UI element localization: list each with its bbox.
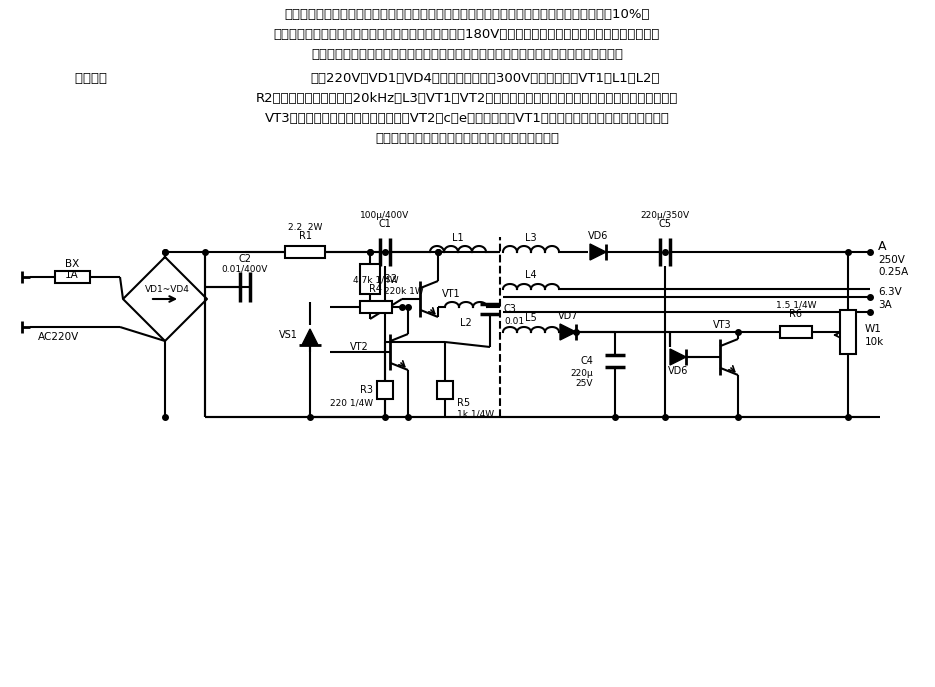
Text: W1: W1: [865, 324, 882, 334]
Text: 220 1/4W: 220 1/4W: [330, 398, 373, 407]
Text: VD1~VD4: VD1~VD4: [145, 284, 190, 293]
Text: VT3: VT3: [712, 320, 731, 330]
Text: VT1: VT1: [442, 289, 461, 299]
Text: L5: L5: [525, 313, 537, 323]
Polygon shape: [302, 329, 318, 345]
Bar: [285, 246, 325, 258]
Text: 1.5 1/4W: 1.5 1/4W: [776, 300, 816, 310]
Text: R4: R4: [369, 284, 382, 294]
Polygon shape: [590, 244, 606, 260]
Text: VD7: VD7: [558, 311, 578, 321]
Text: 电子管扩音机的电源采用铁心变压器，其输出电压随市电变化而变化。特别是灯丝电压，偏差10%就: 电子管扩音机的电源采用铁心变压器，其输出电压随市电变化而变化。特别是灯丝电压，偏…: [284, 8, 650, 21]
Text: C4: C4: [580, 356, 593, 366]
Text: 3A: 3A: [878, 300, 892, 310]
Text: R5: R5: [457, 398, 470, 408]
Text: BX: BX: [65, 259, 79, 269]
Bar: [840, 310, 856, 354]
Text: A: A: [878, 240, 886, 254]
Text: 2.2  2W: 2.2 2W: [288, 223, 323, 232]
Bar: [377, 381, 393, 399]
Polygon shape: [670, 349, 686, 365]
Text: L2: L2: [460, 318, 472, 328]
Text: L1: L1: [453, 233, 464, 243]
Text: 电路除能有效改善上述情况外，还设计了过流保护功能，提高了电路的实用性和可靠性。: 电路除能有效改善上述情况外，还设计了过流保护功能，提高了电路的实用性和可靠性。: [311, 49, 623, 62]
Text: C3: C3: [504, 304, 517, 314]
Bar: [360, 264, 380, 294]
Text: 会加速电子管老化。电网在用电高峰期电压常常会低于180V，这时用胆管放音，功率降低，失真增加。本: 会加速电子管老化。电网在用电高峰期电压常常会低于180V，这时用胆管放音，功率降…: [274, 28, 660, 41]
Text: VT3基极电位下降，集电极电流减小，VT2的c－e间电阻增大，VT1导通时间增长，输出电压回升。当某: VT3基极电位下降，集电极电流减小，VT2的c－e间电阻增大，VT1导通时间增长…: [265, 113, 669, 126]
Text: 220μ/350V: 220μ/350V: [640, 210, 690, 220]
Text: AC220V: AC220V: [38, 332, 79, 342]
Text: 10k: 10k: [865, 337, 885, 347]
Text: 1A: 1A: [65, 270, 79, 280]
Text: VD6: VD6: [668, 366, 688, 376]
Text: VD6: VD6: [588, 231, 608, 241]
Text: 100μ/400V: 100μ/400V: [360, 210, 410, 220]
Text: C1: C1: [379, 219, 392, 229]
Text: VT2: VT2: [350, 342, 368, 352]
Bar: [360, 301, 392, 313]
Text: L4: L4: [525, 270, 537, 280]
Text: C5: C5: [658, 219, 671, 229]
Text: 种原因使输出电压上升时，调整过程则与上述相反。: 种原因使输出电压上升时，调整过程则与上述相反。: [375, 133, 559, 146]
Text: C2: C2: [238, 254, 252, 264]
Text: 25V: 25V: [576, 379, 593, 387]
Text: 4.7k 1/4W: 4.7k 1/4W: [353, 275, 399, 284]
Bar: [55, 271, 90, 283]
Text: VS1: VS1: [280, 330, 298, 340]
Text: 250V: 250V: [878, 255, 905, 265]
Text: 0.01: 0.01: [504, 317, 525, 326]
Text: L3: L3: [525, 233, 537, 243]
Text: R2等组成振荡器，频率约20kHz。L3、VT1、VT2等组成脉宽调压电路。当某种原因使输出电压降低时，: R2等组成振荡器，频率约20kHz。L3、VT1、VT2等组成脉宽调压电路。当某…: [256, 93, 678, 106]
Text: 市电220V经VD1～VD4桥式整流滤波形成300V左右直流电。VT1、L1、L2、: 市电220V经VD1～VD4桥式整流滤波形成300V左右直流电。VT1、L1、L…: [310, 73, 659, 85]
Text: R3: R3: [360, 385, 373, 395]
Text: 220μ: 220μ: [570, 368, 593, 377]
Bar: [780, 326, 812, 338]
Text: 0.25A: 0.25A: [878, 267, 908, 277]
Text: R1: R1: [298, 231, 311, 241]
Text: 220k 1W: 220k 1W: [384, 286, 424, 295]
Text: R2: R2: [384, 274, 397, 284]
Text: 0.01/400V: 0.01/400V: [222, 264, 268, 273]
Text: 电路如图: 电路如图: [58, 73, 107, 85]
Text: R6: R6: [789, 309, 802, 319]
Bar: [437, 381, 453, 399]
Text: 1k 1/4W: 1k 1/4W: [457, 409, 494, 418]
Text: 6.3V: 6.3V: [878, 287, 901, 297]
Polygon shape: [560, 324, 576, 340]
